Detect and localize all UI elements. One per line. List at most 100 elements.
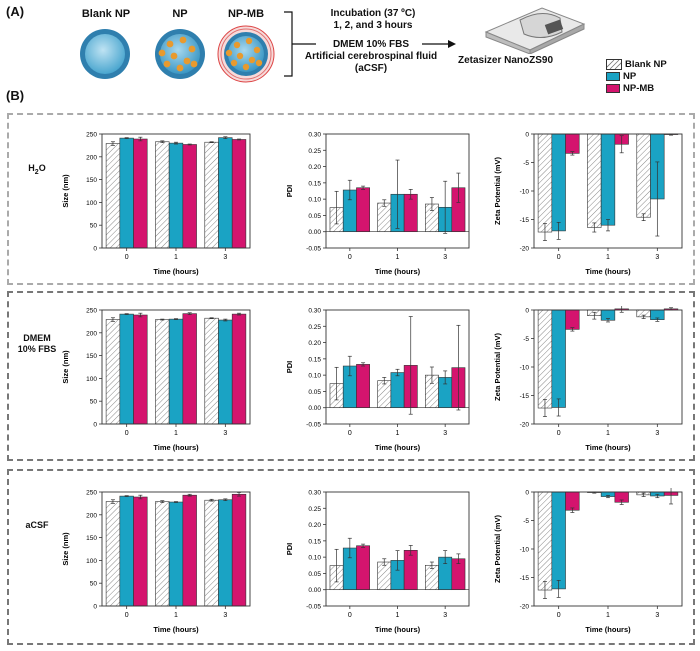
bar-blank-np — [155, 319, 170, 425]
bar-blank-np — [377, 561, 392, 591]
y-tick-label: 250 — [86, 132, 97, 139]
x-tick-label: 0 — [348, 254, 352, 261]
x-tick-label: 3 — [443, 430, 447, 437]
np-label-blank: Blank NP — [81, 8, 131, 20]
plot-frame — [325, 491, 470, 607]
x-axis-label: Time (hours) — [153, 443, 199, 452]
x-axis-label: Time (hours) — [585, 625, 631, 634]
x-tick-label: 1 — [174, 612, 178, 619]
x-tick-label: 3 — [655, 254, 659, 261]
bar-np — [551, 133, 566, 232]
x-tick-label: 1 — [396, 612, 400, 619]
bar-blank-np — [377, 202, 392, 233]
bar-np — [551, 309, 566, 408]
y-tick-label: 0 — [93, 422, 97, 429]
x-tick-label: 0 — [557, 254, 561, 261]
y-tick-label: 0 — [93, 246, 97, 253]
y-tick-label: 0.25 — [308, 506, 321, 513]
y-tick-label: -15 — [520, 217, 530, 224]
y-tick-label: 200 — [86, 154, 97, 161]
legend-item-np: NP — [606, 70, 636, 82]
plot-frame — [325, 309, 470, 425]
bar-blank-np — [105, 501, 121, 607]
x-tick-label: 1 — [606, 612, 610, 619]
panel-b-label: (B) — [6, 88, 25, 103]
y-tick-label: 0.20 — [308, 340, 321, 347]
chart-acsf-pdi: PDI -0.05 0.00 0.05 0.10 0.15 0.20 0.25 0.30 0 1 3 T… — [285, 490, 470, 634]
plot-frame — [533, 133, 683, 249]
bar-np-mb — [231, 313, 247, 425]
incubation-text: Incubation (37 ºC) 1, 2, and 3 hours — [318, 8, 428, 32]
y-tick-label: 200 — [86, 512, 97, 519]
y-tick-label: 50 — [90, 399, 98, 406]
x-tick-label: 0 — [125, 254, 129, 261]
y-tick-label: 100 — [86, 200, 97, 207]
y-tick-label: 0 — [525, 308, 529, 315]
y-tick-label: -0.05 — [306, 246, 321, 253]
legend-label-np-mb: NP-MB — [623, 82, 655, 94]
bar-np-mb — [565, 491, 580, 511]
condition-label-h2o: H2O — [28, 163, 46, 176]
group-box-dmem — [7, 291, 695, 461]
legend-item-blank-np: Blank NP — [606, 58, 667, 70]
bar-np — [119, 137, 134, 249]
bar-np — [168, 501, 184, 607]
x-axis-label: Time (hours) — [375, 443, 421, 452]
bar-np-mb — [356, 187, 370, 233]
y-tick-label: 0.20 — [308, 522, 321, 529]
y-tick-label: 0.15 — [308, 538, 321, 545]
np-icon — [155, 29, 205, 79]
x-axis-label: Time (hours) — [153, 625, 199, 634]
y-tick-label: 0.15 — [308, 356, 321, 363]
bar-np-mb — [231, 139, 247, 249]
y-tick-label: 150 — [86, 177, 97, 184]
bar-np-mb — [133, 138, 148, 249]
x-tick-label: 0 — [557, 430, 561, 437]
y-tick-label: 0.05 — [308, 571, 321, 578]
x-tick-label: 0 — [348, 612, 352, 619]
bar-blank-np — [537, 309, 553, 409]
y-tick-label: 250 — [86, 490, 97, 497]
legend-swatch-np — [606, 71, 620, 81]
bar-blank-np — [204, 141, 219, 249]
y-tick-label: -0.05 — [306, 422, 321, 429]
bar-np — [168, 142, 184, 249]
y-tick-label: 0.10 — [308, 555, 321, 562]
y-tick-label: 0 — [93, 604, 97, 611]
process-bracket-arrow — [284, 11, 456, 77]
legend-label-blank-np: Blank NP — [625, 58, 667, 70]
x-axis-label: Time (hours) — [153, 267, 199, 276]
x-tick-label: 1 — [174, 430, 178, 437]
y-tick-label: 0.00 — [308, 587, 321, 594]
x-tick-label: 3 — [223, 430, 227, 437]
y-tick-label: 0.20 — [308, 164, 321, 171]
condition-label-dmem: DMEM 10% FBS — [12, 333, 62, 355]
x-axis-label: Time (hours) — [585, 267, 631, 276]
y-tick-label: 150 — [86, 353, 97, 360]
y-tick-label: 50 — [90, 581, 98, 588]
media-line-1: DMEM 10% FBS — [332, 39, 410, 50]
x-tick-label: 3 — [443, 254, 447, 261]
bar-np — [600, 133, 616, 226]
y-tick-label: 100 — [86, 558, 97, 565]
x-tick-label: 1 — [606, 430, 610, 437]
legend-label-np: NP — [623, 70, 637, 82]
y-axis-label: PDI — [285, 185, 294, 198]
x-tick-label: 0 — [348, 430, 352, 437]
plot-frame — [101, 133, 251, 249]
incubation-line-2: 1, 2, and 3 hours — [333, 20, 413, 31]
bar-np — [551, 491, 566, 590]
plot-frame — [533, 491, 683, 607]
bar-blank-np — [377, 380, 392, 409]
plot-frame — [325, 133, 470, 249]
x-tick-label: 0 — [125, 612, 129, 619]
y-axis-label: Size (nm) — [61, 174, 70, 208]
y-tick-label: 0.25 — [308, 148, 321, 155]
y-axis-label: PDI — [285, 361, 294, 374]
bar-blank-np — [204, 499, 219, 607]
y-tick-label: -5 — [523, 336, 529, 343]
bar-blank-np — [537, 491, 553, 591]
y-tick-label: -20 — [520, 604, 530, 611]
x-tick-label: 3 — [655, 430, 659, 437]
x-axis-label: Time (hours) — [585, 443, 631, 452]
